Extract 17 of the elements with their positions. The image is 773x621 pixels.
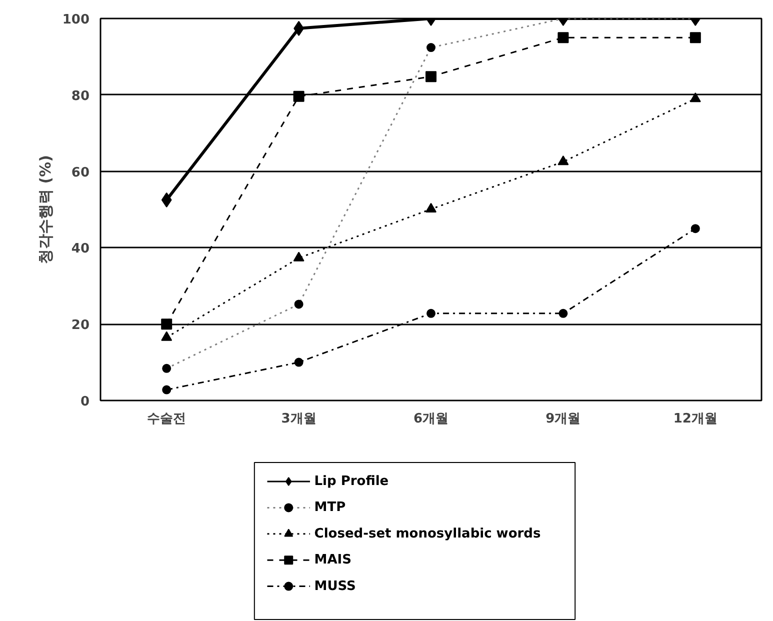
y-tick-label: 80 [71, 88, 90, 104]
legend-label: MAIS [314, 552, 352, 568]
legend-label: Lip Profile [314, 474, 389, 489]
legend-label: MTP [314, 500, 346, 516]
x-tick-label: 6개월 [413, 412, 449, 426]
legend-label: Closed-set monosyllabic words [314, 526, 541, 542]
legend-label: MUSS [314, 578, 356, 594]
y-tick-label: 40 [71, 242, 90, 257]
y-tick-label: 0 [80, 394, 90, 410]
y-tick-label: 60 [71, 165, 90, 180]
y-axis-title: 청각수행력 (%) [36, 155, 54, 264]
x-tick-label: 3개월 [281, 412, 316, 426]
y-tick-label: 100 [62, 12, 90, 28]
x-tick-label: 수술전 [147, 412, 186, 426]
x-tick-label: 9개월 [546, 412, 581, 426]
x-tick-label: 12개월 [673, 412, 718, 426]
y-tick-label: 20 [71, 318, 90, 334]
